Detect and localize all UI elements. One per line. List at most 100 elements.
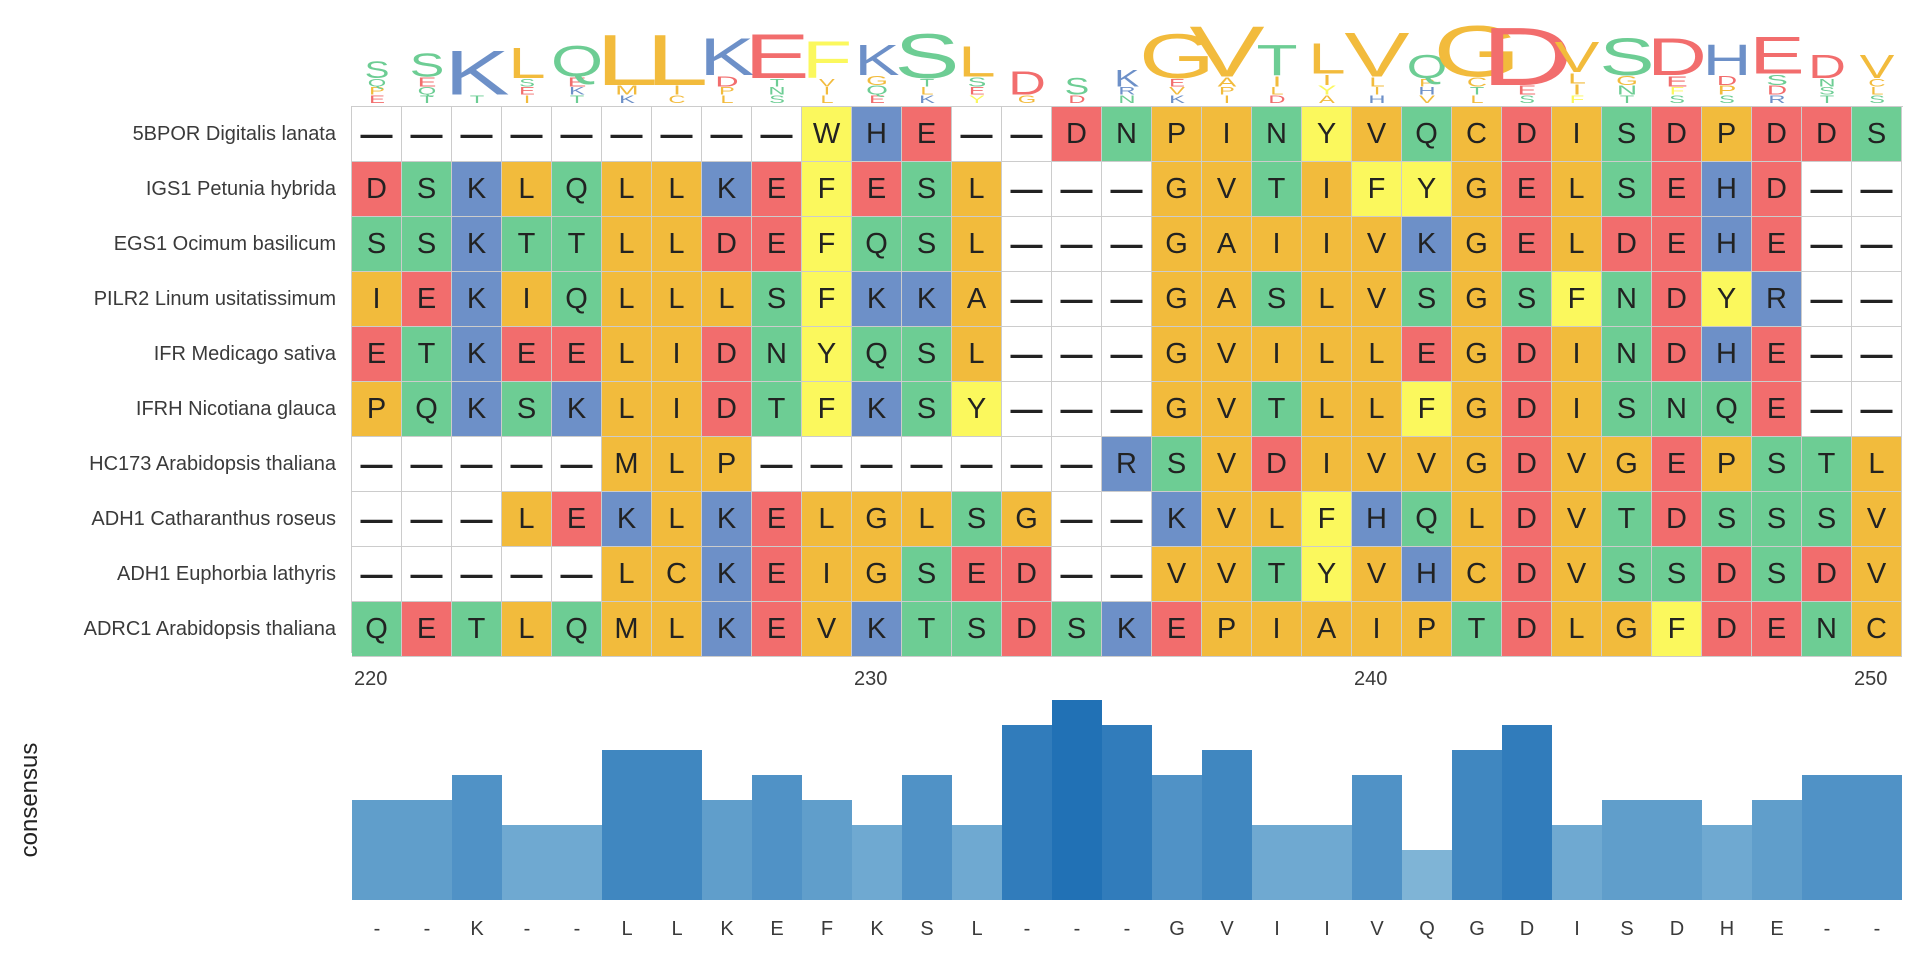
residue-cell: T <box>1252 382 1302 437</box>
residue-cell: F <box>802 272 852 327</box>
residue-cell: L <box>602 162 652 217</box>
position-axis: 220 230 240 250 <box>352 668 1912 698</box>
residue-cell: G <box>1452 217 1502 272</box>
residue-cell: A <box>1202 272 1252 327</box>
residue-cell: — <box>1802 162 1852 217</box>
residue-cell: D <box>1752 107 1802 162</box>
residue-cell: M <box>602 437 652 492</box>
residue-cell: S <box>1602 107 1652 162</box>
residue-cell: F <box>1552 272 1602 327</box>
residue-cell: V <box>1202 162 1252 217</box>
residue-cell: S <box>1052 602 1102 657</box>
residue-cell: G <box>1152 162 1202 217</box>
residue-cell: D <box>1752 162 1802 217</box>
logo-letter: P <box>1419 76 1435 89</box>
residue-cell: Q <box>1402 492 1452 547</box>
logo-letter: Q <box>866 83 888 98</box>
consensus-letter: D <box>1669 918 1685 940</box>
consensus-bar <box>1202 750 1252 900</box>
logo-letter: T <box>1620 93 1635 103</box>
residue-cell: K <box>702 602 752 657</box>
residue-cell: P <box>702 437 752 492</box>
residue-cell: E <box>402 272 452 327</box>
logo-letter: L <box>958 38 995 86</box>
residue-cell: — <box>1852 272 1902 327</box>
logo-letter: D <box>715 73 738 90</box>
logo-letter: Q <box>1407 48 1448 86</box>
residue-cell: G <box>1002 492 1052 547</box>
residue-cell: D <box>1652 327 1702 382</box>
residue-cell: Q <box>552 602 602 657</box>
residue-cell: G <box>852 547 902 602</box>
logo-letter: A <box>1218 74 1237 89</box>
residue-cell: L <box>802 492 852 547</box>
logo-letter: D <box>1481 10 1573 103</box>
residue-cell: — <box>1852 162 1902 217</box>
consensus-bar <box>402 800 452 900</box>
residue-cell: S <box>1152 437 1202 492</box>
residue-cell: E <box>752 492 802 547</box>
logo-letter: P <box>1718 83 1737 98</box>
residue-cell: D <box>1252 437 1302 492</box>
residue-cell: K <box>852 602 902 657</box>
residue-cell: V <box>1852 547 1902 602</box>
consensus-bar <box>452 775 502 900</box>
consensus-bar <box>852 825 902 900</box>
residue-cell: E <box>1752 217 1802 272</box>
residue-cell: K <box>852 382 902 437</box>
logo-letter: D <box>1808 48 1846 86</box>
residue-cell: H <box>1352 492 1402 547</box>
residue-cell: D <box>1002 602 1052 657</box>
logo-letter: K <box>700 27 755 87</box>
residue-cell: T <box>1802 437 1852 492</box>
residue-cell: L <box>1302 272 1352 327</box>
logo-letter: K <box>444 39 509 103</box>
consensus-letter: V <box>1220 918 1234 940</box>
residue-cell: E <box>752 217 802 272</box>
residue-cell: Y <box>952 382 1002 437</box>
residue-cell: N <box>1602 327 1652 382</box>
logo-letter: N <box>1617 83 1637 98</box>
residue-cell: V <box>1352 217 1402 272</box>
logo-letter: K <box>619 93 636 103</box>
position-tick: 230 <box>854 668 888 690</box>
logo-letter: V <box>1419 93 1436 103</box>
logo-letter: Q <box>418 85 436 98</box>
residue-cell: L <box>652 162 702 217</box>
residue-cell: L <box>1302 327 1352 382</box>
residue-cell: D <box>1702 547 1752 602</box>
residue-cell: — <box>1002 382 1052 437</box>
residue-cell: G <box>1152 272 1202 327</box>
residue-cell: K <box>1402 217 1452 272</box>
logo-letter: L <box>1369 74 1385 89</box>
logo-letter: V <box>1169 85 1186 98</box>
consensus-letter: K <box>470 918 484 940</box>
residue-cell: — <box>1102 492 1152 547</box>
residue-cell: Y <box>802 327 852 382</box>
residue-cell: — <box>852 437 902 492</box>
residue-cell: V <box>1152 547 1202 602</box>
consensus-letter: F <box>820 918 834 940</box>
logo-letter: D <box>1717 73 1737 88</box>
logo-letter: G <box>1433 12 1521 93</box>
logo-letter: D <box>1068 93 1085 103</box>
residue-cell: L <box>602 547 652 602</box>
consensus-letter: H <box>1719 918 1735 940</box>
residue-cell: A <box>1302 602 1352 657</box>
consensus-bar <box>1552 825 1602 900</box>
consensus-bar <box>1802 775 1852 900</box>
residue-cell: — <box>1102 547 1152 602</box>
residue-cell: S <box>1602 162 1652 217</box>
logo-letter: L <box>646 20 709 101</box>
position-tick: 220 <box>354 668 388 690</box>
logo-letter: P <box>369 85 385 98</box>
residue-cell: L <box>652 492 702 547</box>
residue-cell: H <box>852 107 902 162</box>
residue-cell: — <box>652 107 702 162</box>
residue-cell: — <box>752 437 802 492</box>
residue-cell: L <box>902 492 952 547</box>
sequence-label: IGS1 Petunia hybrida <box>145 178 336 200</box>
consensus-letter: E <box>770 918 784 940</box>
consensus-bar <box>1602 800 1652 900</box>
consensus-bar <box>1702 825 1752 900</box>
